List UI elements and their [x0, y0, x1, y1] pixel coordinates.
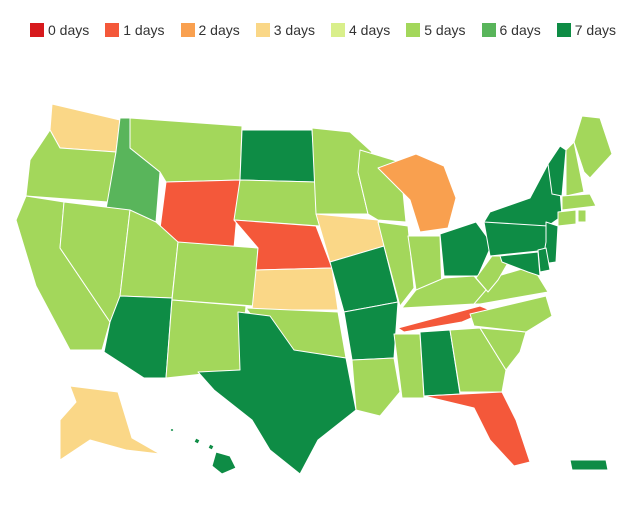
- legend-item-5-days: 5 days: [406, 22, 466, 38]
- legend-swatch: [180, 23, 195, 37]
- legend-label: 2 days: [198, 22, 240, 38]
- state-north-dakota[interactable]: [239, 129, 317, 183]
- legend-swatch: [556, 23, 571, 37]
- legend-item-0-days: 0 days: [30, 22, 89, 38]
- state-connecticut[interactable]: [557, 209, 577, 227]
- legend-swatch: [255, 23, 270, 37]
- legend-label: 4 days: [349, 22, 391, 38]
- legend-item-2-days: 2 days: [180, 22, 240, 38]
- legend-item-1-days: 1 days: [105, 22, 165, 38]
- legend-swatch: [105, 23, 120, 37]
- legend-swatch: [30, 23, 44, 37]
- state-north-carolina[interactable]: [469, 295, 553, 333]
- state-new-mexico[interactable]: [165, 299, 247, 379]
- state-colorado[interactable]: [171, 241, 259, 307]
- legend-label: 7 days: [574, 22, 616, 38]
- state-maine[interactable]: [573, 115, 613, 179]
- state-florida[interactable]: [423, 391, 531, 467]
- state-ohio[interactable]: [439, 221, 493, 277]
- legend-item-3-days: 3 days: [255, 22, 315, 38]
- legend-label: 3 days: [273, 22, 315, 38]
- state-michigan[interactable]: [377, 153, 457, 233]
- legend-label: 0 days: [48, 22, 90, 38]
- state-massachusetts[interactable]: [561, 193, 597, 211]
- legend-swatch: [481, 23, 496, 37]
- state-illinois[interactable]: [377, 221, 415, 307]
- legend-item-6-days: 6 days: [481, 22, 541, 38]
- state-alaska[interactable]: [59, 385, 161, 461]
- state-new-hampshire[interactable]: [565, 141, 585, 197]
- state-arkansas[interactable]: [343, 301, 399, 361]
- state-louisiana[interactable]: [351, 357, 401, 417]
- map-legend: 0 days 1 days 2 days 3 days 4 days 5 day…: [30, 22, 616, 38]
- state-georgia[interactable]: [449, 327, 507, 393]
- state-south-dakota[interactable]: [233, 179, 321, 227]
- legend-swatch: [331, 23, 345, 37]
- state-maryland[interactable]: [499, 251, 541, 277]
- state-vermont[interactable]: [547, 145, 567, 197]
- legend-item-7-days: 7 days: [556, 22, 616, 38]
- state-puerto-rico[interactable]: [569, 459, 609, 471]
- legend-label: 1 days: [123, 22, 165, 38]
- legend-label: 5 days: [424, 22, 466, 38]
- state-washington[interactable]: [49, 103, 121, 153]
- state-texas[interactable]: [197, 311, 357, 475]
- state-hawaii[interactable]: [169, 427, 237, 475]
- state-west-virginia[interactable]: [475, 255, 513, 293]
- state-mississippi[interactable]: [393, 333, 425, 399]
- legend-swatch: [406, 23, 421, 37]
- legend-label: 6 days: [499, 22, 541, 38]
- legend-item-4-days: 4 days: [331, 22, 390, 38]
- state-rhode-island[interactable]: [577, 209, 587, 223]
- state-kansas[interactable]: [251, 267, 339, 311]
